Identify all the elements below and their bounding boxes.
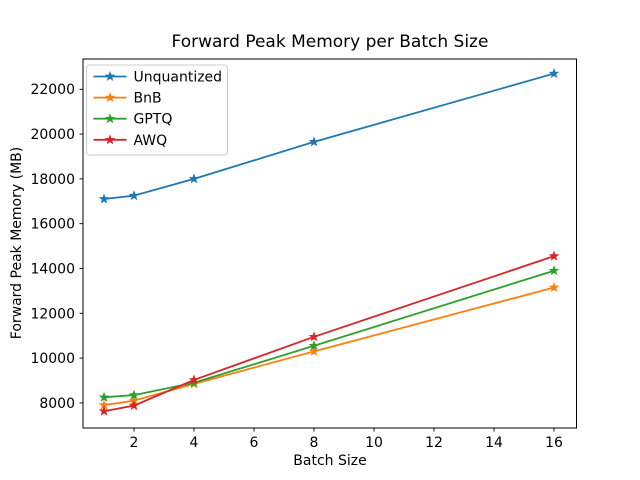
data-point-marker-unquantized [548, 67, 560, 79]
legend-label-awq: AWQ [134, 133, 168, 149]
data-point-marker-awq [188, 374, 200, 385]
x-axis-label: Batch Size [293, 453, 367, 469]
data-point-marker-gptq [98, 391, 110, 402]
y-tick-label: 12000 [30, 306, 75, 322]
data-point-marker-awq [98, 405, 110, 416]
x-tick-label: 14 [485, 435, 503, 451]
series-line-gptq [103, 269, 555, 399]
legend-star-icon [104, 113, 116, 124]
y-tick-label: 22000 [30, 82, 75, 98]
y-tick-label: 14000 [30, 261, 75, 277]
data-point-marker-gptq [128, 389, 140, 400]
data-point-marker-awq [548, 250, 560, 261]
y-tick-label: 18000 [30, 172, 75, 188]
data-point-marker-awq [128, 400, 140, 411]
data-point-marker-unquantized [308, 136, 320, 147]
legend-box [86, 64, 228, 156]
data-point-marker-unquantized [98, 193, 110, 204]
legend-star-icon [104, 92, 116, 103]
x-tick-label: 16 [545, 435, 563, 451]
legend-label-gptq: GPTQ [134, 112, 173, 128]
y-tick-label: 8000 [39, 396, 75, 412]
data-point-marker-gptq [548, 265, 560, 276]
chart-title: Forward Peak Memory per Batch Size [171, 32, 489, 52]
data-point-marker-bnb [548, 281, 560, 293]
y-tick-label: 10000 [30, 351, 75, 367]
x-tick-label: 10 [365, 435, 383, 451]
x-tick-label: 4 [190, 435, 199, 451]
x-tick-label: 8 [310, 435, 319, 451]
legend-star-icon [104, 70, 116, 82]
y-tick-label: 16000 [30, 217, 75, 233]
x-tick-label: 6 [250, 435, 259, 451]
legend-label-bnb: BnB [134, 91, 162, 107]
data-point-marker-gptq [308, 340, 320, 351]
y-tick-label: 20000 [30, 127, 75, 143]
plot-border [82, 58, 577, 429]
legend-label-unquantized: Unquantized [134, 70, 223, 86]
x-tick-label: 2 [130, 435, 139, 451]
x-tick-label: 12 [425, 435, 443, 451]
data-point-marker-bnb [98, 399, 110, 410]
y-axis-label: Forward Peak Memory (MB) [9, 146, 25, 340]
data-point-marker-bnb [308, 345, 320, 356]
legend-star-icon [104, 134, 116, 145]
data-point-marker-awq [308, 331, 320, 342]
data-point-marker-unquantized [128, 190, 140, 201]
data-point-marker-unquantized [188, 173, 200, 184]
